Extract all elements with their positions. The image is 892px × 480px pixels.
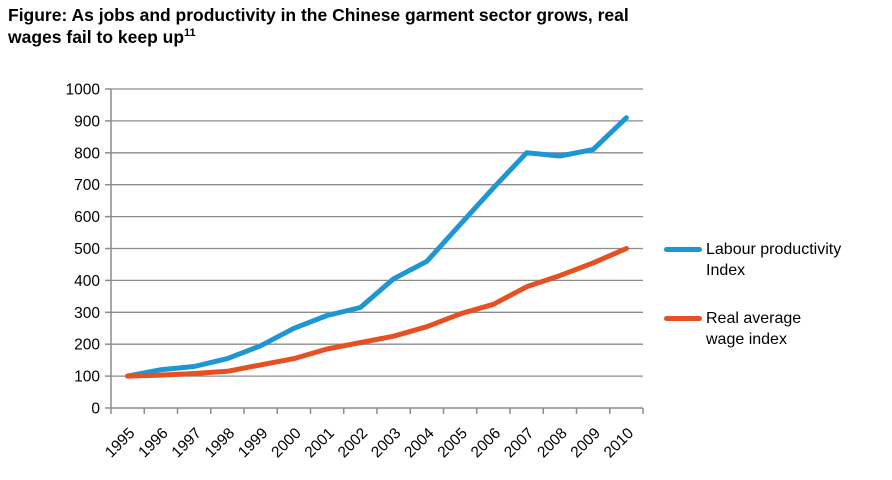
chart-legend: Labour productivity Index Real average wag… bbox=[664, 239, 890, 350]
svg-text:700: 700 bbox=[74, 177, 100, 194]
svg-text:1995: 1995 bbox=[102, 425, 138, 461]
svg-text:2000: 2000 bbox=[268, 425, 305, 462]
svg-text:2006: 2006 bbox=[468, 425, 504, 461]
series-line-real-wage bbox=[125, 246, 629, 379]
svg-text:400: 400 bbox=[74, 273, 100, 290]
svg-text:900: 900 bbox=[74, 113, 100, 130]
svg-text:500: 500 bbox=[74, 241, 100, 258]
svg-text:2010: 2010 bbox=[601, 425, 638, 462]
x-tick-labels: 1995199619971998199920002001200220032004… bbox=[102, 425, 637, 462]
svg-text:0: 0 bbox=[91, 401, 100, 418]
legend-item-real-wage: Real average wage index bbox=[664, 308, 890, 350]
figure-title-line1: Figure: As jobs and productivity in the … bbox=[8, 5, 629, 25]
svg-text:300: 300 bbox=[74, 305, 100, 322]
svg-text:1999: 1999 bbox=[235, 425, 271, 461]
footnote-marker: 11 bbox=[184, 26, 196, 39]
chart-area: 0 100 200 300 400 500 600 700 800 900 1000 1995 1996… bbox=[55, 80, 665, 475]
svg-text:100: 100 bbox=[74, 369, 100, 386]
svg-text:1998: 1998 bbox=[202, 425, 238, 461]
figure-title: Figure: As jobs and productivity in the … bbox=[8, 5, 788, 48]
line-chart: 0 100 200 300 400 500 600 700 800 900 1000 19951996… bbox=[66, 82, 644, 462]
legend-label-labour-productivity: Labour productivity Index bbox=[706, 241, 842, 279]
y-tick-labels: 0 100 200 300 400 500 600 700 800 900 1000 bbox=[66, 82, 101, 418]
svg-text:800: 800 bbox=[74, 145, 100, 162]
svg-text:1000: 1000 bbox=[66, 82, 101, 99]
svg-text:200: 200 bbox=[74, 337, 100, 354]
axis-ticks bbox=[105, 88, 644, 414]
svg-text:1997: 1997 bbox=[169, 425, 205, 461]
legend-swatch-labour-productivity bbox=[664, 247, 702, 252]
svg-text:2005: 2005 bbox=[435, 425, 471, 461]
svg-text:2001: 2001 bbox=[302, 425, 338, 461]
svg-text:2009: 2009 bbox=[568, 425, 604, 461]
svg-text:2004: 2004 bbox=[401, 425, 438, 462]
svg-text:2008: 2008 bbox=[534, 425, 570, 461]
svg-text:1996: 1996 bbox=[135, 425, 171, 461]
legend-label-real-wage: Real average wage index bbox=[706, 310, 802, 348]
legend-item-labour-productivity: Labour productivity Index bbox=[664, 239, 890, 281]
series-line-labour-productivity bbox=[125, 115, 629, 379]
svg-text:2003: 2003 bbox=[368, 425, 404, 461]
legend-swatch-real-wage bbox=[664, 316, 702, 321]
svg-text:2007: 2007 bbox=[501, 425, 537, 461]
figure-title-line2: wages fail to keep up bbox=[8, 26, 185, 47]
gridlines bbox=[111, 88, 643, 377]
svg-text:2002: 2002 bbox=[335, 425, 371, 461]
svg-text:600: 600 bbox=[74, 209, 100, 226]
